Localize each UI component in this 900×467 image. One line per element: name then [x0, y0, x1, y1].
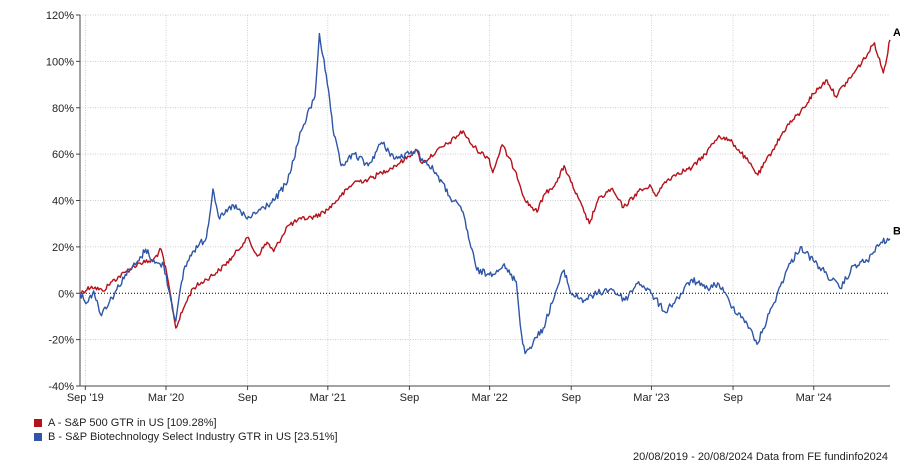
x-tick-label: Sep [561, 392, 581, 404]
legend-label-b: B - S&P Biotechnology Select Industry GT… [48, 431, 338, 443]
x-tick-label: Sep [238, 392, 258, 404]
legend-item-b: B - S&P Biotechnology Select Industry GT… [34, 430, 338, 444]
legend-swatch-b [34, 433, 42, 441]
x-tick-label: Mar '21 [310, 392, 346, 404]
y-tick-label: 80% [52, 103, 74, 115]
legend-swatch-a [34, 419, 42, 427]
legend: A - S&P 500 GTR in US [109.28%] B - S&P … [34, 416, 338, 444]
series-end-label-b: B [893, 226, 900, 238]
series-line-a [80, 39, 891, 329]
footer-date-range: 20/08/2019 - 20/08/2024 Data from FE fun… [632, 451, 888, 463]
x-tick-label: Mar '22 [471, 392, 507, 404]
x-tick-label: Sep [723, 392, 743, 404]
x-tick-label: Mar '20 [148, 392, 184, 404]
line-chart: 120% 100% 80% 60% 40% 20% 0% -20% -40%Sep '19 Mar… [46, 10, 900, 404]
y-tick-label: -20% [48, 335, 74, 347]
y-tick-label: 40% [52, 196, 74, 208]
x-tick-label: Sep '19 [67, 392, 104, 404]
y-tick-label: 60% [52, 149, 74, 161]
y-tick-label: 0% [58, 288, 74, 300]
legend-label-a: A - S&P 500 GTR in US [109.28%] [48, 417, 217, 429]
series-end-label-a: A [893, 27, 900, 39]
y-tick-label: 20% [52, 242, 74, 254]
x-tick-label: Mar '23 [633, 392, 669, 404]
series-line-b [79, 32, 891, 355]
y-tick-label: -40% [48, 381, 74, 393]
x-tick-label: Mar '24 [796, 392, 832, 404]
y-tick-label: 100% [46, 56, 74, 68]
legend-item-a: A - S&P 500 GTR in US [109.28%] [34, 416, 338, 430]
x-tick-label: Sep [400, 392, 420, 404]
y-tick-label: 120% [46, 10, 74, 22]
